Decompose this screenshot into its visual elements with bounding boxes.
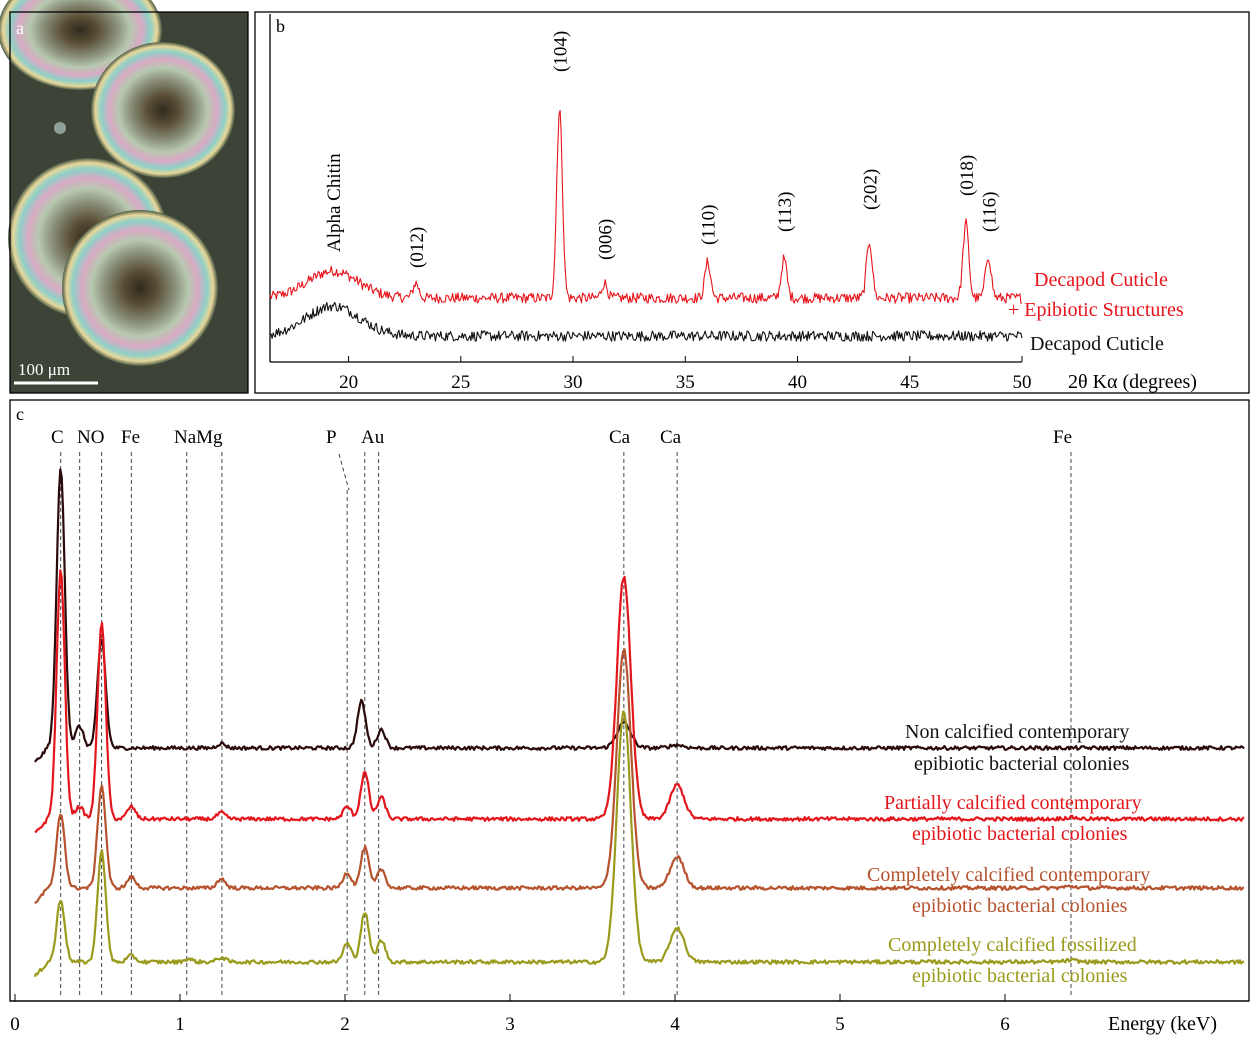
bacterial-colony-small xyxy=(54,122,66,134)
panel-c-element-lines xyxy=(60,452,1072,995)
element-label-c: C xyxy=(51,427,64,448)
series-label-partially-calcified-line2: epibiotic bacterial colonies xyxy=(912,823,1128,845)
peak-label: Alpha Chitin xyxy=(324,153,345,252)
series-label-fossilized-line2: epibiotic bacterial colonies xyxy=(912,965,1128,987)
element-label-namg: NaMg xyxy=(174,427,223,448)
x-tick-label: 40 xyxy=(788,372,807,393)
panel-b-x-title: 2θ Kα (degrees) xyxy=(1068,371,1197,393)
peak-label: (104) xyxy=(551,31,572,72)
x-tick-label: 1 xyxy=(175,1014,185,1035)
panel-b: b 20 25 30 35 40 45 50 2θ Kα (degrees) Alpha C… xyxy=(254,11,1250,394)
x-tick-label: 45 xyxy=(900,372,919,393)
peak-label: (116) xyxy=(979,192,1000,232)
panel-b-traces xyxy=(269,109,1023,342)
scale-bar-label: 100 μm xyxy=(18,360,70,379)
panel-c-x-ticks: 0 1 2 3 4 5 6 xyxy=(10,994,1010,1035)
panel-b-letter: b xyxy=(276,16,285,36)
x-tick-label: 3 xyxy=(505,1014,515,1035)
element-label-ca: Ca xyxy=(660,427,682,448)
bacterial-colony xyxy=(62,210,218,366)
peak-label: (006) xyxy=(595,219,616,260)
series-label-completely-calcified-line1: Completely calcified contemporary xyxy=(867,864,1150,886)
panel-a: a 100 μm xyxy=(0,0,249,394)
panel-c-x-title: Energy (keV) xyxy=(1108,1013,1217,1035)
panel-a-frame xyxy=(9,11,249,394)
panel-c-letter: c xyxy=(16,404,24,424)
series-label-completely-calcified-line2: epibiotic bacterial colonies xyxy=(912,895,1128,917)
series-label-cuticle-epibiotic-line1: Decapod Cuticle xyxy=(1034,269,1168,291)
peak-label: (202) xyxy=(860,169,881,210)
series-label-fossilized-line1: Completely calcified fossilized xyxy=(888,934,1137,956)
x-tick-label: 4 xyxy=(670,1014,680,1035)
panel-c-series-labels: Non calcified contemporary epibiotic bac… xyxy=(867,721,1150,987)
series-label-non-calcified-line2: epibiotic bacterial colonies xyxy=(914,753,1130,775)
x-tick-label: 20 xyxy=(339,372,358,393)
element-label-no: NO xyxy=(77,427,104,448)
x-tick-label: 2 xyxy=(340,1014,350,1035)
trace-cuticle xyxy=(269,301,1023,342)
element-label-au: Au xyxy=(361,427,385,448)
x-tick-label: 6 xyxy=(1000,1014,1010,1035)
panel-a-letter: a xyxy=(16,18,24,38)
panel-b-peak-labels: Alpha Chitin (012) (104) (006) (110) (113) (20… xyxy=(324,31,1000,268)
panel-c: c 0 1 2 3 4 5 6 Energy (keV) C NO Fe NaMg P Au… xyxy=(9,399,1250,1035)
x-tick-label: 50 xyxy=(1013,372,1032,393)
series-label-cuticle-epibiotic-line2: + Epibiotic Structures xyxy=(1008,299,1184,321)
panel-c-traces xyxy=(33,468,1245,978)
x-tick-label: 5 xyxy=(835,1014,845,1035)
element-label-fe: Fe xyxy=(1053,427,1072,448)
peak-label: (018) xyxy=(957,155,978,196)
x-tick-label: 0 xyxy=(10,1014,20,1035)
peak-label: (113) xyxy=(775,192,796,232)
series-label-cuticle: Decapod Cuticle xyxy=(1030,333,1164,355)
p-leader-line xyxy=(338,453,350,491)
trace-partially-calcified xyxy=(34,569,1245,834)
peak-label: (012) xyxy=(407,227,428,268)
trace-non-calcified xyxy=(34,468,1245,763)
x-tick-label: 35 xyxy=(676,372,695,393)
element-label-p: P xyxy=(326,427,337,448)
x-tick-label: 25 xyxy=(451,372,470,393)
series-label-non-calcified-line1: Non calcified contemporary xyxy=(905,721,1129,743)
trace-fossilized xyxy=(33,710,1245,978)
element-label-ca: Ca xyxy=(609,427,631,448)
element-label-fe: Fe xyxy=(121,427,140,448)
series-label-partially-calcified-line1: Partially calcified contemporary xyxy=(884,792,1142,814)
panel-b-frame xyxy=(254,11,1250,394)
bacterial-colony xyxy=(91,42,235,178)
peak-label: (110) xyxy=(699,205,720,245)
x-tick-label: 30 xyxy=(564,372,583,393)
panel-b-x-ticks: 20 25 30 35 40 45 50 xyxy=(339,356,1032,393)
trace-completely-calcified xyxy=(34,648,1245,905)
panel-c-element-labels: C NO Fe NaMg P Au Ca Ca Fe xyxy=(51,427,1072,448)
trace-cuticle-epibiotic xyxy=(269,109,1023,304)
